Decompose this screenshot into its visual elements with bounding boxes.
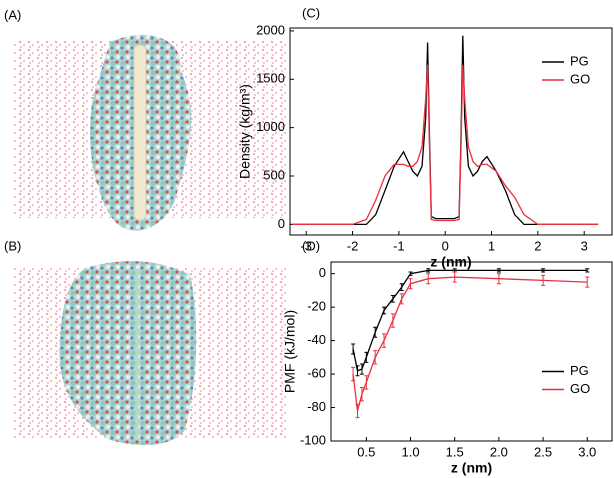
error-bar: [426, 273, 431, 285]
error-bar: [373, 326, 378, 338]
y-tick-label: -40: [307, 332, 326, 347]
x-tick-label: 2.5: [534, 444, 552, 459]
series-line: [352, 276, 588, 412]
panel-label: (D): [302, 238, 320, 253]
y-axis-label: Density (kg/m³): [237, 84, 253, 179]
legend-label: GO: [570, 381, 590, 396]
legend-label: PG: [570, 53, 589, 68]
y-tick-label: 1000: [256, 119, 285, 134]
error-bar: [541, 268, 546, 273]
molecular-image-b: [14, 261, 286, 446]
error-bar: [408, 278, 413, 290]
error-bar: [364, 375, 369, 390]
error-bar: [351, 366, 356, 382]
series-line: [292, 35, 599, 226]
x-tick-label: 2: [534, 238, 541, 253]
panel-label: (A): [4, 7, 21, 22]
error-bar: [452, 271, 457, 283]
error-bar: [351, 343, 356, 355]
y-tick-label: 0: [278, 216, 285, 231]
plot-frame: [330, 261, 613, 442]
x-tick-label: 3: [581, 238, 588, 253]
y-tick-label: -60: [307, 366, 326, 381]
error-bar: [496, 273, 501, 285]
x-tick-label: 0.5: [357, 444, 375, 459]
x-tick-label: 1: [488, 238, 495, 253]
y-axis-label: PMF (kJ/mol): [282, 310, 298, 393]
error-bar: [390, 313, 395, 328]
error-bar: [426, 268, 431, 273]
x-tick-label: -3: [300, 238, 312, 253]
x-tick-label: -2: [347, 238, 359, 253]
y-tick-label: 1500: [256, 71, 285, 86]
error-bar: [399, 283, 404, 291]
x-tick-label: 1.0: [401, 444, 419, 459]
legend-label: PG: [570, 363, 589, 378]
error-bar: [541, 274, 546, 286]
x-tick-label: -1: [393, 238, 405, 253]
x-tick-label: 0: [442, 238, 449, 253]
error-bar: [355, 365, 360, 377]
x-tick-label: 3.0: [578, 444, 596, 459]
error-bar: [382, 333, 387, 348]
x-tick-label: 1.5: [446, 444, 464, 459]
error-bar: [399, 293, 404, 305]
panel-label: (B): [4, 238, 21, 253]
series-line: [292, 64, 599, 226]
y-tick-label: 500: [263, 167, 285, 182]
y-tick-label: 2000: [256, 22, 285, 37]
panel-label: (C): [302, 5, 320, 20]
error-bar: [585, 268, 590, 273]
x-axis-label: z (nm): [451, 460, 492, 476]
error-bar: [373, 350, 378, 365]
legend-label: GO: [570, 71, 590, 86]
error-bar: [359, 363, 364, 375]
error-bar: [355, 403, 360, 419]
y-tick-label: -20: [307, 299, 326, 314]
y-tick-label: -100: [300, 432, 326, 447]
error-bar: [382, 306, 387, 315]
y-tick-label: 0: [319, 265, 326, 280]
error-bar: [408, 271, 413, 276]
error-bar: [390, 294, 395, 303]
error-bar: [359, 386, 364, 402]
molecular-image-a: [14, 34, 286, 231]
error-bar: [364, 351, 369, 363]
y-tick-label: -80: [307, 399, 326, 414]
plot-frame: [289, 27, 613, 236]
x-tick-label: 2.0: [490, 444, 508, 459]
series-line: [352, 269, 588, 372]
error-bar: [496, 268, 501, 273]
error-bar: [585, 276, 590, 288]
